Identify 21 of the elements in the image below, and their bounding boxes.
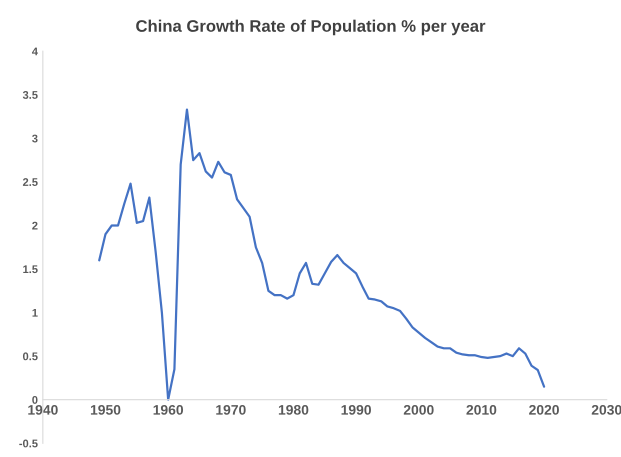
y-tick-label: 3.5 xyxy=(22,91,38,99)
x-tick-label: 1970 xyxy=(216,404,246,415)
line-series xyxy=(98,108,546,401)
x-tick-label: 1980 xyxy=(278,404,308,415)
y-tick-label: 4 xyxy=(32,48,38,56)
y-tick-label: 1 xyxy=(32,308,38,317)
y-tick-label: 2.5 xyxy=(22,178,38,186)
chart-title: China Growth Rate of Population % per year xyxy=(136,20,486,36)
x-tick-label: 1990 xyxy=(342,404,371,415)
x-tick-label: 2010 xyxy=(466,404,496,415)
y-tick-label: 0.5 xyxy=(22,352,38,360)
y-tick-label: 3 xyxy=(32,134,38,142)
x-tick-label: 1940 xyxy=(28,404,58,415)
x-tick-label: 1960 xyxy=(154,404,184,415)
x-tick-label: 1950 xyxy=(90,404,120,415)
x-tick-label: 2020 xyxy=(529,404,559,415)
y-tick-label: 2 xyxy=(32,222,38,230)
y-tick-label: 1.5 xyxy=(23,265,38,274)
y-tick-label: -0.5 xyxy=(19,440,38,448)
y-tick-label: 0 xyxy=(32,396,38,404)
x-tick-label: 2000 xyxy=(404,404,434,415)
